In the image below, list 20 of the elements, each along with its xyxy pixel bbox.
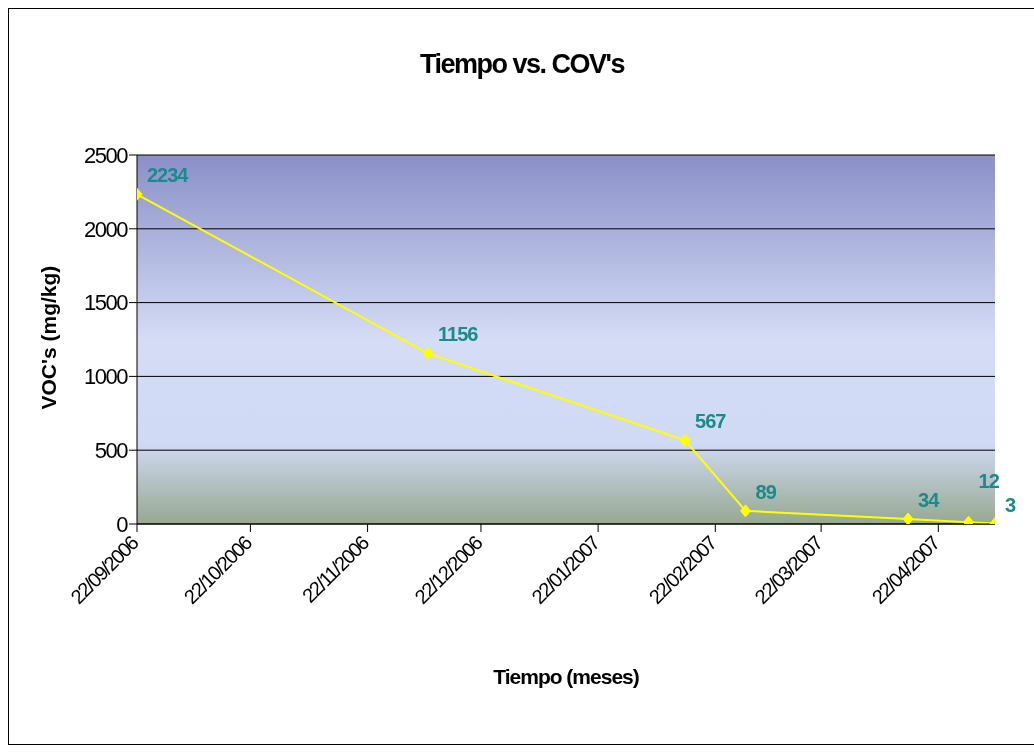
x-axis-title: Tiempo (meses)	[493, 665, 639, 688]
point	[740, 504, 752, 518]
chart-title: Tiempo vs. COV's	[419, 49, 626, 80]
point	[902, 512, 914, 524]
y-tick-label: 0	[116, 511, 129, 537]
y-axis-title: VOC's (mg/kg)	[37, 265, 61, 410]
y-tick-label: 500	[94, 438, 129, 464]
point	[679, 433, 691, 447]
data-label: 3	[1005, 493, 1016, 516]
data-label: 34	[918, 488, 941, 511]
data-label: 89	[755, 480, 777, 503]
y-tick-label: 2000	[84, 216, 129, 242]
data-label: 567	[695, 410, 727, 433]
data-label: 1156	[438, 323, 479, 346]
point	[422, 346, 434, 360]
y-tick-label: 2500	[84, 142, 129, 168]
data-label: 2234	[147, 164, 190, 187]
data-label: 12	[978, 470, 1000, 493]
y-tick-label: 1500	[84, 290, 129, 316]
y-tick-label: 1000	[84, 364, 129, 390]
